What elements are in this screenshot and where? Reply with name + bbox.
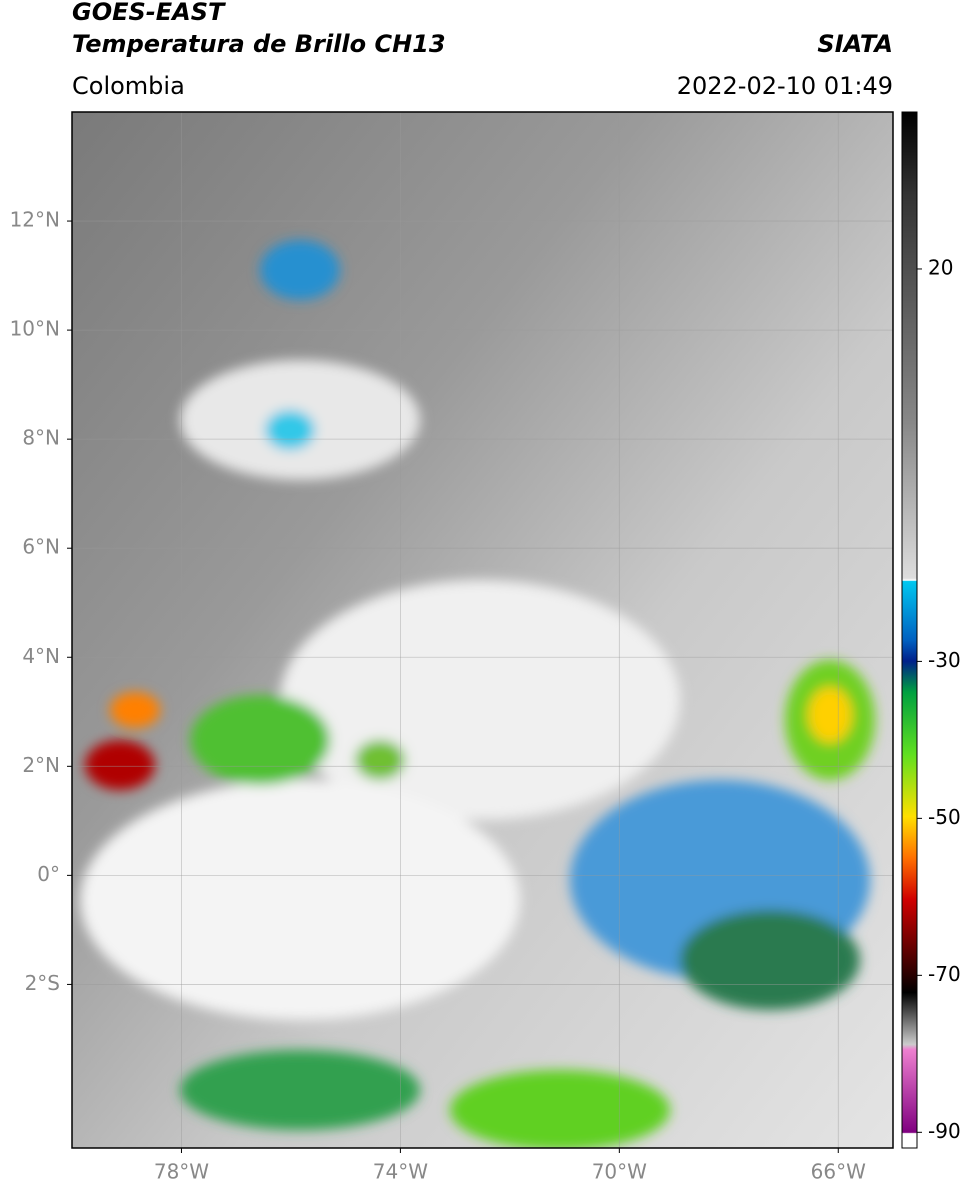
lon-tick-label: 66°W: [811, 1160, 866, 1184]
lat-tick-label: 4°N: [22, 644, 60, 668]
map-frame: [71, 111, 894, 1149]
lat-tick-label: 2°S: [25, 971, 60, 995]
lat-tick-label: 6°N: [22, 535, 60, 559]
satellite-title: GOES-EAST: [72, 0, 226, 26]
lon-tick-label: 70°W: [592, 1160, 647, 1184]
colorbar-tick-label: 20: [928, 255, 953, 279]
colorbar-tick-label: -30: [928, 648, 961, 672]
lat-tick-label: 2°N: [22, 753, 60, 777]
lat-tick-label: 10°N: [10, 317, 60, 341]
colorbar-tick-label: -90: [928, 1119, 961, 1143]
lon-tick-label: 78°W: [154, 1160, 209, 1184]
datetime-label: 2022-02-10 01:49: [677, 72, 893, 100]
lat-tick-label: 8°N: [22, 426, 60, 450]
imagery: [72, 112, 893, 1148]
source-title: SIATA: [817, 30, 893, 58]
graticule: [72, 112, 893, 1148]
lon-tick-label: 74°W: [373, 1160, 428, 1184]
lat-tick-label: 0°: [37, 862, 60, 886]
colorbar-tick-label: -50: [928, 805, 961, 829]
product-title: Temperatura de Brillo CH13: [72, 30, 446, 58]
colorbar: [901, 111, 918, 1149]
colorbar-tick-label: -70: [928, 962, 961, 986]
cloud-patches: [80, 240, 875, 1148]
lat-tick-label: 12°N: [10, 208, 60, 232]
region-label: Colombia: [72, 72, 185, 100]
